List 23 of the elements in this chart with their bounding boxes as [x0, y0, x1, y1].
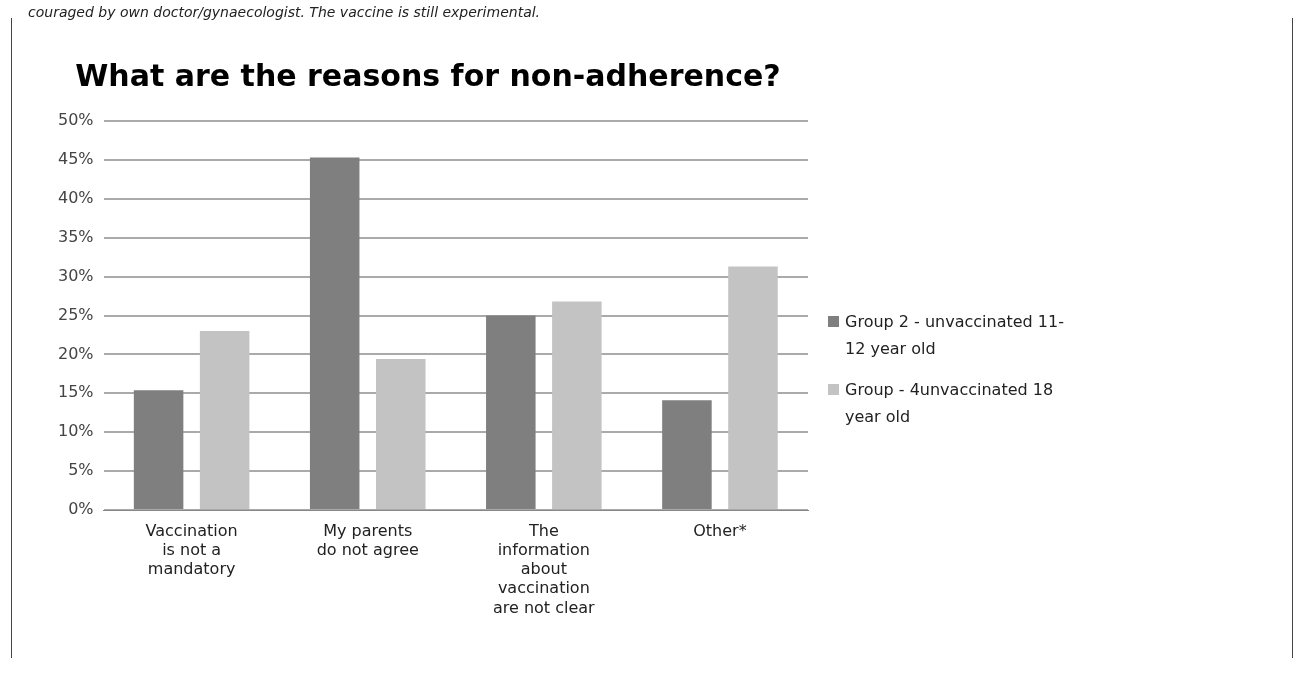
text: couraged by own doctor/gynaecologist. The vaccine is still experimental. — [28, 4, 541, 20]
x-tick-label: My parents do not agree — [316, 520, 419, 559]
bar — [199, 331, 250, 509]
bar — [552, 301, 602, 509]
y-tick-label: 20% — [58, 343, 94, 363]
chart-title: What are the reasons for non-adherence? — [75, 57, 781, 93]
x-tick-label: The information about vaccination are not clear — [492, 520, 596, 617]
x-tick-label: Other* — [693, 520, 747, 540]
y-tick-label: 50% — [58, 110, 94, 130]
y-tick-label: 10% — [58, 421, 94, 441]
legend-label: Group - 4unvaccinated 18 year old — [845, 379, 1055, 428]
legend-label: Group 2 - unvaccinated 11-12 year old — [845, 311, 1065, 360]
bar — [728, 266, 778, 509]
y-tick-label: 25% — [58, 304, 94, 324]
y-tick-label: 5% — [68, 460, 94, 480]
y-tick-label: 30% — [58, 265, 94, 285]
bar — [375, 359, 426, 509]
y-tick-label: 15% — [58, 382, 94, 402]
y-tick-label: 35% — [58, 226, 94, 246]
y-tick-label: 45% — [58, 149, 94, 169]
x-tick-label: Vaccination is not a mandatory — [145, 520, 238, 579]
y-tick-label: 0% — [68, 499, 94, 519]
y-tick-label: 40% — [58, 187, 94, 207]
